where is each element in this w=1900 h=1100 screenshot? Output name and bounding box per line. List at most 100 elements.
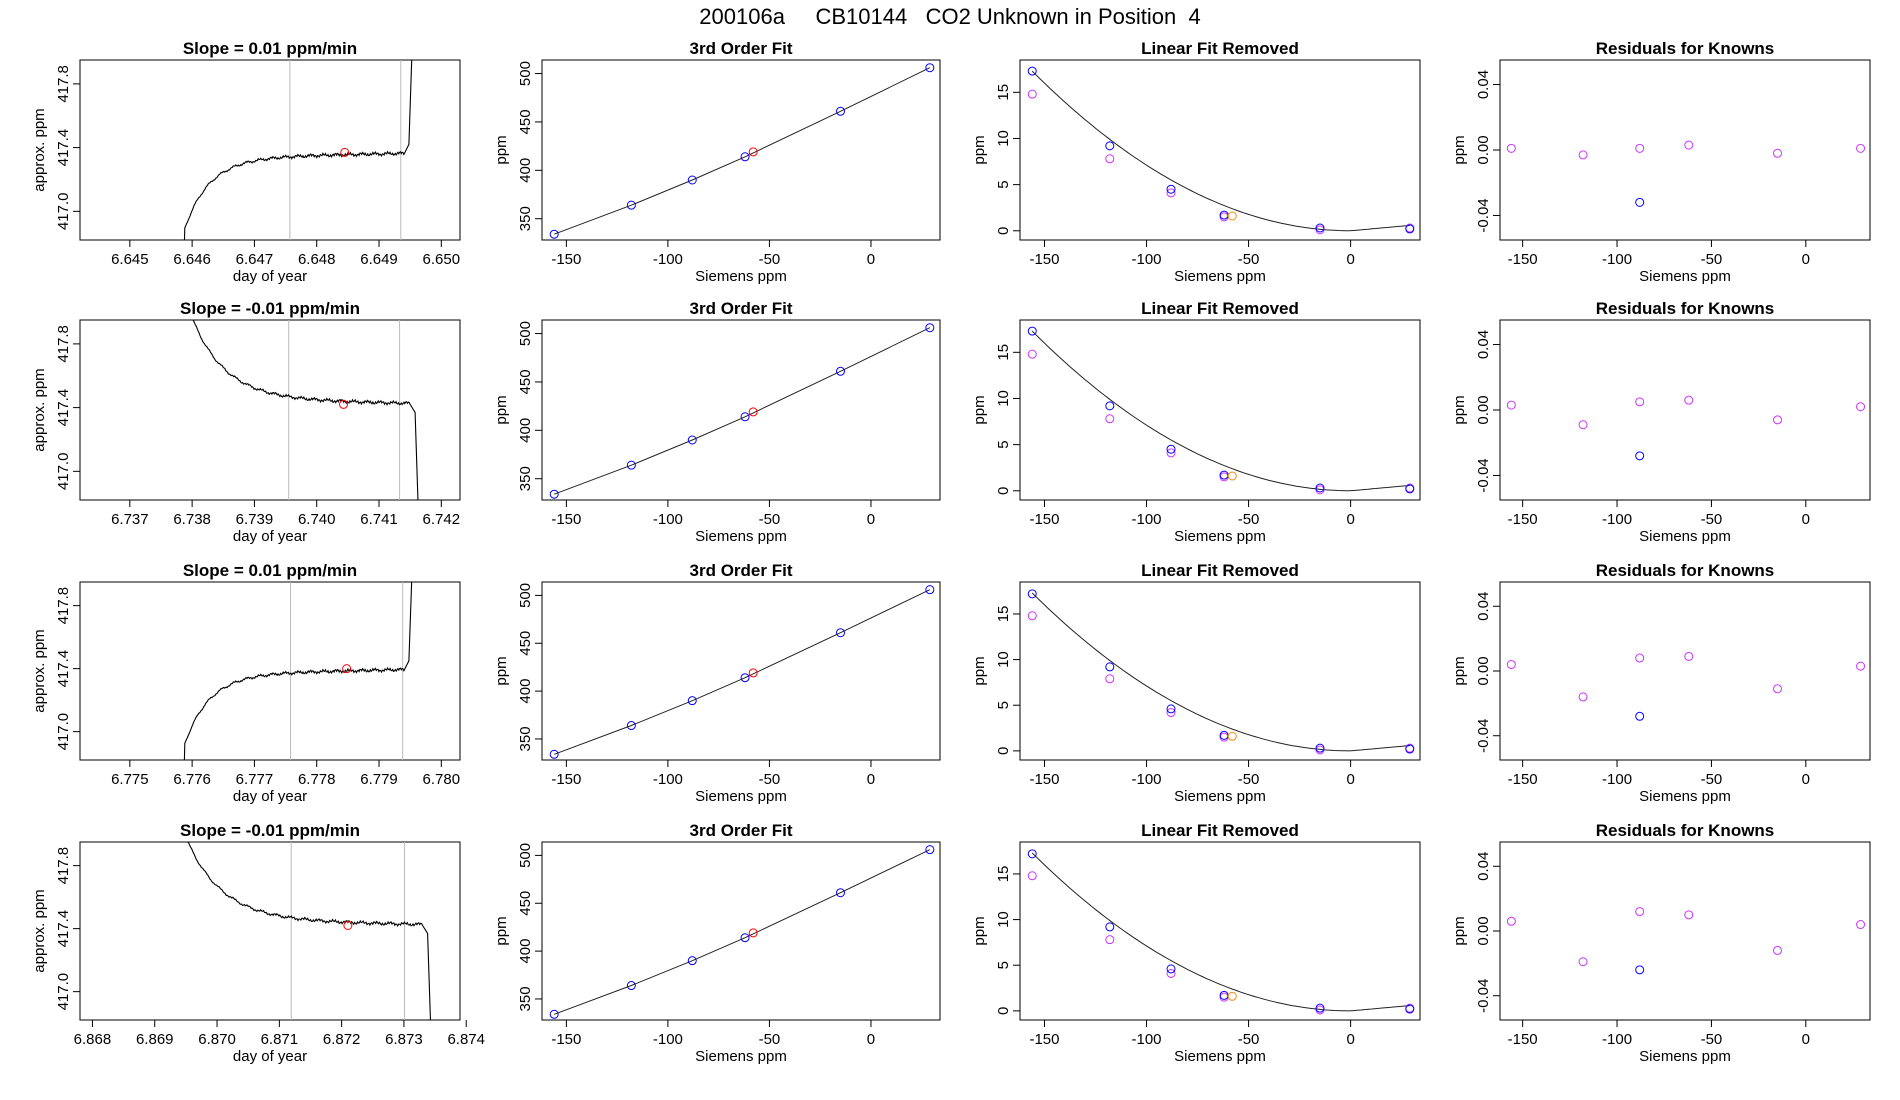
known-point: [549, 749, 559, 759]
known-point: [1166, 964, 1176, 974]
x-tick-label: -100: [1132, 251, 1162, 268]
x-tick-label: -150: [1508, 511, 1538, 528]
y-tick-label: 0.04: [1475, 852, 1492, 881]
y-tick-label: 0.04: [1475, 592, 1492, 621]
plot-frame: [1019, 841, 1421, 1021]
y-tick-label: 417.8: [55, 847, 72, 885]
known-point: [1315, 1003, 1325, 1013]
known-point: [836, 888, 845, 898]
residual-point: [1856, 920, 1866, 930]
residual-point: [1166, 708, 1176, 718]
y-tick-label: 500: [517, 583, 534, 608]
known-point: [1105, 922, 1115, 932]
x-axis-label: day of year: [233, 1048, 307, 1065]
plot-frame: [1499, 841, 1871, 1021]
x-tick-label: -100: [653, 251, 683, 268]
y-tick-label: -0.04: [1475, 198, 1492, 232]
figure-title: 200106a CB10144 CO2 Unknown in Position …: [699, 4, 1201, 29]
x-tick-label: 0: [1802, 1031, 1810, 1048]
known-point: [687, 956, 697, 966]
x-tick-label: -150: [1029, 1031, 1059, 1048]
panel-title: Linear Fit Removed: [1141, 39, 1299, 58]
concentration-trace: [183, 582, 413, 760]
x-tick-label: -150: [551, 1031, 581, 1048]
panel-title: Linear Fit Removed: [1141, 299, 1299, 318]
mean-marker: [339, 399, 349, 409]
y-axis-label: ppm: [971, 395, 988, 424]
unknown-point: [1227, 731, 1237, 741]
known-point: [549, 1009, 559, 1019]
known-point: [1105, 662, 1115, 672]
y-axis-label: approx. ppm: [31, 108, 48, 191]
x-tick-label: 0: [1346, 251, 1354, 268]
y-tick-label: 0.00: [1475, 916, 1492, 945]
y-tick-label: 350: [517, 726, 534, 751]
known-point: [1027, 589, 1037, 599]
x-tick-label: 6.868: [74, 1031, 112, 1048]
panel-title: 3rd Order Fit: [690, 299, 793, 318]
residual-point: [1635, 653, 1645, 663]
panel-title: Linear Fit Removed: [1141, 561, 1299, 580]
x-tick-label: 0: [1346, 1031, 1354, 1048]
panel-title: Residuals for Knowns: [1596, 39, 1775, 58]
x-tick-label: 0: [1346, 771, 1354, 788]
y-tick-label: 5: [995, 961, 1012, 969]
known-point: [1027, 66, 1037, 76]
panel-title: Residuals for Knowns: [1596, 561, 1775, 580]
panel-1-2: 3rd Order Fit -150 -100 -50 0 Siemens ppm 350 4…: [493, 39, 941, 285]
fit-curve: [1031, 852, 1410, 1012]
residual-point: [1166, 188, 1176, 198]
x-tick-label: -100: [653, 1031, 683, 1048]
known-point: [925, 845, 935, 855]
residual-point: [1219, 212, 1229, 222]
known-point: [740, 933, 750, 943]
y-tick-label: 500: [517, 843, 534, 868]
y-tick-label: 417.4: [55, 650, 72, 688]
known-point: [1405, 484, 1415, 494]
x-axis-label: Siemens ppm: [1174, 1048, 1266, 1065]
plot-frame: [79, 59, 461, 241]
x-axis-label: Siemens ppm: [695, 1048, 787, 1065]
known-point: [1315, 223, 1325, 233]
panel-title: Residuals for Knowns: [1596, 299, 1775, 318]
x-tick-label: 6.650: [423, 251, 461, 268]
y-tick-label: 450: [517, 109, 534, 134]
x-tick-label: -100: [1132, 511, 1162, 528]
x-tick-label: 6.741: [360, 511, 398, 528]
known-point: [925, 63, 935, 73]
y-tick-label: -0.04: [1475, 719, 1492, 753]
x-axis-label: Siemens ppm: [695, 788, 787, 805]
check-point: [1635, 197, 1645, 207]
residual-point: [1856, 661, 1866, 671]
mean-marker: [340, 147, 350, 157]
y-axis-label: ppm: [493, 395, 510, 424]
y-tick-label: 400: [517, 939, 534, 964]
known-point: [626, 200, 636, 210]
panel-2-3: Linear Fit Removed -150 -100 -50 0 Siemens pp…: [971, 299, 1421, 545]
x-tick-label: -150: [1508, 771, 1538, 788]
residual-point: [1105, 674, 1115, 684]
residual-point: [1027, 89, 1037, 99]
residual-point: [1219, 472, 1229, 482]
residual-point: [1166, 968, 1176, 978]
panel-1-4: Residuals for Knowns -150 -100 -50 0 Siemens …: [1451, 39, 1871, 285]
residual-point: [1684, 395, 1694, 405]
y-axis-label: ppm: [971, 135, 988, 164]
y-tick-label: 500: [517, 321, 534, 346]
y-tick-label: 450: [517, 369, 534, 394]
y-tick-label: 417.0: [55, 713, 72, 751]
x-axis-label: Siemens ppm: [1174, 528, 1266, 545]
residual-point: [1105, 414, 1115, 424]
x-axis-label: day of year: [233, 528, 307, 545]
x-tick-label: 0: [1802, 251, 1810, 268]
fit-curve: [1031, 330, 1410, 492]
known-point: [626, 981, 636, 991]
y-tick-label: 417.8: [55, 587, 72, 625]
x-axis-label: Siemens ppm: [695, 268, 787, 285]
panel-title: Slope = 0.01 ppm/min: [183, 39, 357, 58]
known-point: [1405, 1004, 1415, 1014]
unknown-point: [748, 668, 758, 678]
x-tick-label: -150: [1029, 511, 1059, 528]
residual-point: [1773, 945, 1782, 955]
known-point: [1315, 743, 1325, 753]
